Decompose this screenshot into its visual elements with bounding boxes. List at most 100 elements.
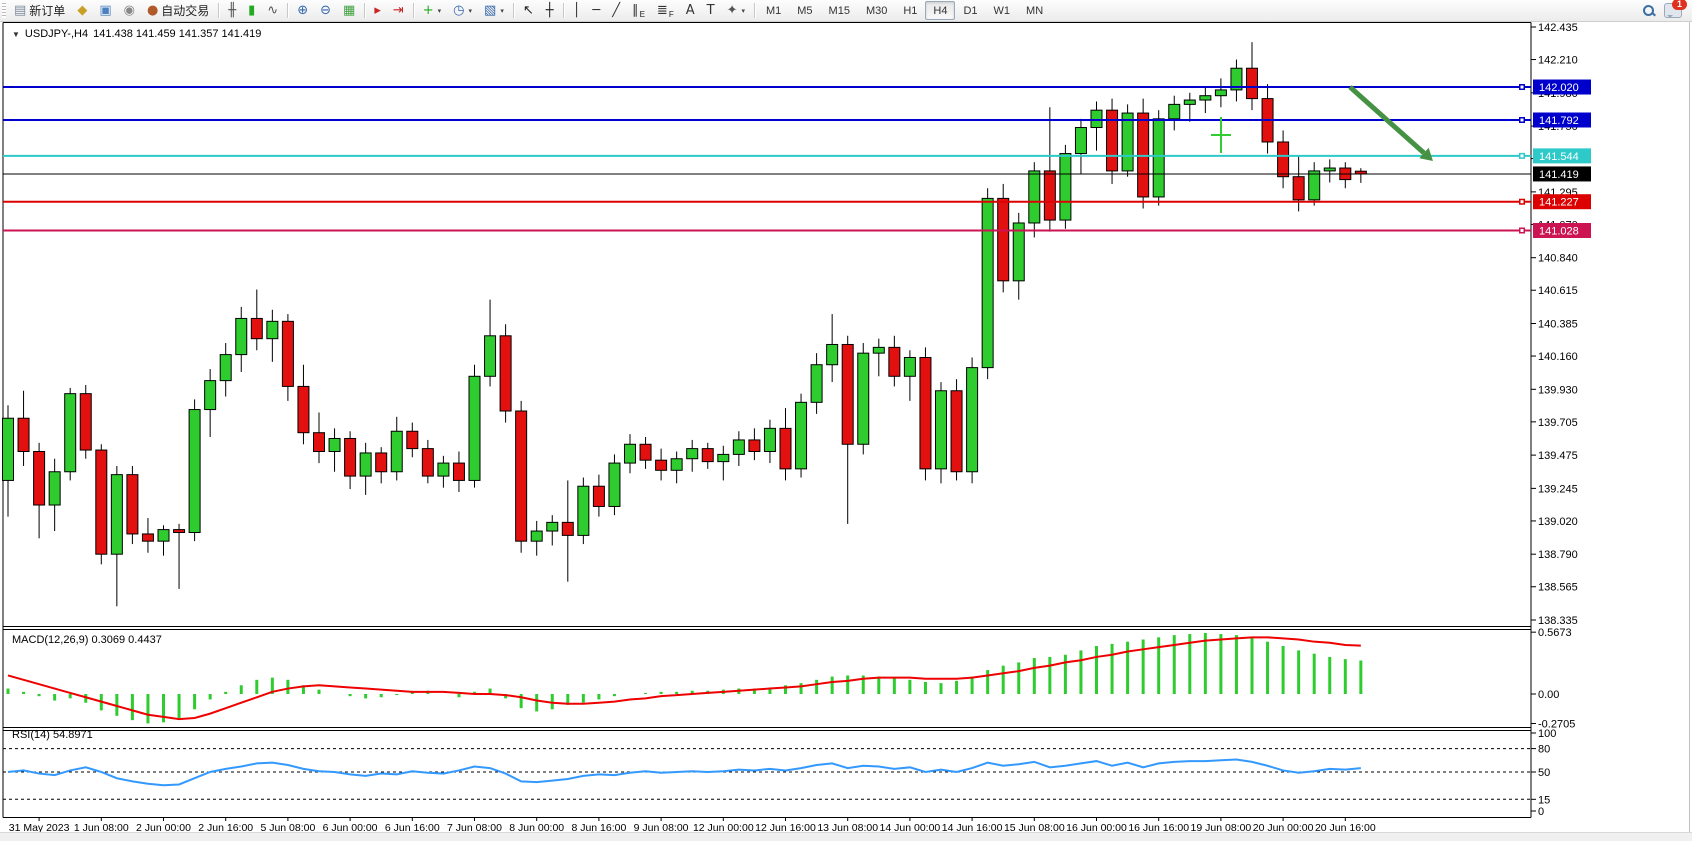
price-chart-canvas[interactable]: 142.435142.210141.980141.750141.525141.2… — [0, 21, 1692, 832]
timeframe-button-w1[interactable]: W1 — [993, 4, 1011, 17]
symbol-timeframe-label: USDJPY-,H4 — [24, 28, 89, 40]
bear-candle — [421, 448, 434, 477]
price-badge-141.792: 141.792 — [1533, 112, 1591, 128]
vertical-line-button[interactable]: │ — [567, 0, 587, 21]
candlestick-chart-button[interactable]: ▮ — [242, 0, 261, 21]
cursor-button[interactable]: ↖ — [517, 0, 540, 21]
line-chart-button[interactable]: ∿ — [261, 0, 284, 21]
bull-candle — [188, 409, 201, 533]
market-watch-button[interactable]: ▣ — [93, 0, 117, 21]
horizontal-line-button[interactable]: ─ — [586, 0, 606, 21]
search-icon[interactable] — [1642, 4, 1656, 18]
auto-scroll-button[interactable]: ▸ — [368, 0, 387, 21]
timeframe-button-m15[interactable]: M15 — [828, 4, 850, 17]
bear-candle — [701, 448, 714, 463]
fibonacci-letter: F — [668, 10, 674, 19]
periods-button[interactable]: ◷ ▾ — [447, 0, 478, 21]
bull-candle — [1059, 153, 1072, 221]
bar-chart-button[interactable]: ╫ — [222, 0, 242, 21]
timeframe-button-h4[interactable]: H4 — [925, 1, 956, 20]
bear-candle — [344, 437, 357, 477]
horizontal-line-141.792[interactable] — [3, 116, 1531, 123]
crosshair-button[interactable]: ┼ — [540, 0, 560, 21]
rsi-axis-label: 0 — [1538, 806, 1544, 818]
shapes-icon: ✦ — [726, 3, 738, 18]
timeframe-button-h1[interactable]: H1 — [903, 4, 918, 17]
bull-candle — [219, 354, 232, 382]
templates-button[interactable]: ▧ ▾ — [478, 0, 510, 21]
clock-icon: ◷ — [453, 3, 465, 18]
timeframe-button-m30[interactable]: M30 — [865, 4, 888, 17]
bull-candle — [795, 401, 808, 470]
chart-window[interactable]: 142.435142.210141.980141.750141.525141.2… — [0, 21, 1692, 832]
fibonacci-button[interactable]: ≣ F — [651, 0, 680, 21]
time-tick-label: 2 Jun 00:00 — [136, 822, 191, 832]
chart-shift-button[interactable]: ⇥ — [387, 0, 410, 21]
time-tick-label: 8 Jun 16:00 — [571, 822, 626, 832]
svg-text:141.792: 141.792 — [1539, 115, 1579, 127]
time-tick-label: 14 Jun 16:00 — [942, 822, 1003, 832]
toolbar-separator — [562, 3, 564, 18]
bear-candle — [748, 439, 761, 453]
price-badge-141.227: 141.227 — [1533, 194, 1591, 210]
chevron-down-icon[interactable]: ▾ — [500, 7, 504, 15]
bear-candle — [779, 427, 792, 470]
bull-candle — [1090, 109, 1103, 129]
bear-candle — [1292, 176, 1305, 201]
bull-candle — [266, 320, 279, 340]
zoom-out-button[interactable]: ⊖ — [314, 0, 337, 21]
text-label-button[interactable]: T — [701, 0, 721, 21]
bull-candle — [390, 430, 403, 473]
zoom-in-button[interactable]: ⊕ — [291, 0, 314, 21]
equidistant-channel-button[interactable]: ∥ E — [626, 0, 651, 21]
time-tick-label: 12 Jun 16:00 — [755, 822, 816, 832]
time-tick-label: 16 Jun 16:00 — [1128, 822, 1189, 832]
toolbar-separator — [512, 3, 514, 18]
indicators-button[interactable]: + ▾ — [417, 0, 447, 21]
chevron-down-icon[interactable]: ▾ — [468, 7, 473, 15]
bear-candle — [592, 485, 605, 507]
auto-trading-button[interactable]: ● 自动交易 — [141, 0, 215, 21]
bull-candle — [468, 375, 481, 481]
bear-candle — [655, 459, 668, 471]
arrows-button[interactable]: ✦ ▾ — [721, 0, 751, 21]
tile-windows-button[interactable]: ▦ — [337, 0, 361, 21]
timeframe-button-mn[interactable]: MN — [1026, 4, 1044, 17]
time-tick-label: 2 Jun 16:00 — [198, 822, 253, 832]
timeframe-button-m1[interactable]: M1 — [765, 4, 782, 17]
svg-text:141.544: 141.544 — [1539, 151, 1579, 163]
toolbar-separator — [412, 3, 414, 18]
profile-button[interactable]: ◆ — [71, 0, 93, 21]
plus-marker-annotation[interactable] — [1211, 117, 1231, 153]
gold-hat-icon: ◆ — [77, 3, 88, 18]
horizontal-line-142.020[interactable] — [3, 84, 1531, 91]
signals-button[interactable]: ◉ — [118, 0, 141, 21]
toolbar-separator — [364, 3, 366, 18]
text-button[interactable]: A — [680, 0, 701, 21]
new-order-button[interactable]: ▤ 新订单 — [8, 0, 71, 21]
collapse-icon[interactable]: ▼ — [12, 29, 20, 39]
chevron-down-icon[interactable]: ▾ — [437, 7, 442, 15]
chevron-down-icon[interactable]: ▾ — [741, 7, 745, 15]
timeframe-button-d1[interactable]: D1 — [963, 4, 978, 17]
bull-candle — [2, 417, 14, 481]
horizontal-line-141.028[interactable] — [3, 227, 1531, 234]
price-tick-label: 138.565 — [1538, 582, 1578, 594]
trend-arrow-annotation[interactable] — [1348, 85, 1433, 161]
horizontal-line-141.544[interactable] — [3, 152, 1531, 159]
cursor-icon: ↖ — [522, 3, 534, 18]
new-order-label: 新订单 — [29, 4, 66, 18]
horizontal-line-141.227[interactable] — [3, 198, 1531, 205]
timeframe-button-m5[interactable]: M5 — [797, 4, 813, 17]
indicators-plus-icon: + — [422, 3, 434, 18]
price-badge-142.020: 142.020 — [1533, 79, 1591, 95]
time-tick-label: 15 Jun 08:00 — [1004, 822, 1065, 832]
bull-candle — [1214, 89, 1227, 97]
bear-candle — [639, 443, 652, 461]
trendline-button[interactable]: ╱ — [606, 0, 626, 21]
svg-text:141.419: 141.419 — [1539, 169, 1579, 181]
bull-candle — [48, 471, 61, 506]
notifications-icon[interactable]: 1 — [1664, 0, 1687, 18]
rsi-indicator-label: RSI(14) 54.8971 — [12, 729, 93, 741]
bull-candle — [608, 462, 621, 507]
